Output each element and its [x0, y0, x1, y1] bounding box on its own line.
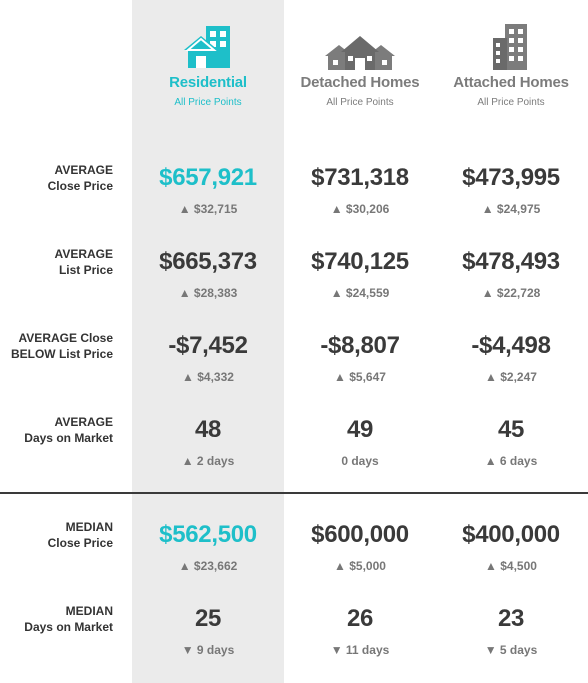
metric-value: -$4,498 — [471, 332, 551, 359]
metric-change: ▲ $5,647 — [334, 370, 386, 384]
metric-value: 25 — [194, 605, 222, 632]
cell-attached: $478,493 ▲ $22,728 — [435, 248, 587, 300]
metric-value: -$8,807 — [320, 332, 400, 359]
column-subtitle: All Price Points — [477, 97, 545, 108]
row-label-line: AVERAGE — [54, 415, 113, 429]
median-section-divider — [0, 492, 588, 494]
metric-change: ▲ $22,728 — [481, 286, 541, 300]
metric-change: ▼ 5 days — [484, 643, 538, 657]
metric-value: 48 — [194, 416, 222, 443]
metric-value: $600,000 — [311, 521, 409, 548]
column-header-detached: Detached Homes All Price Points — [284, 22, 436, 108]
cell-attached: 45 ▲ 6 days — [435, 416, 587, 468]
metric-change: ▲ 6 days — [484, 454, 538, 468]
row-label-line: Days on Market — [24, 620, 113, 634]
metric-change: ▲ $4,500 — [485, 559, 537, 573]
cell-attached: $473,995 ▲ $24,975 — [435, 164, 587, 216]
metric-change: ▲ $4,332 — [182, 370, 234, 384]
row-label-average-list-price: AVERAGE List Price — [0, 246, 113, 278]
metric-value: $562,500 — [159, 521, 257, 548]
row-label-line: Close Price — [47, 536, 113, 550]
residential-highlight-column — [132, 0, 284, 683]
cell-residential: $665,373 ▲ $28,383 — [132, 248, 284, 300]
cell-detached: 49 0 days — [284, 416, 436, 468]
metric-value: 23 — [497, 605, 525, 632]
metric-change: ▲ $23,662 — [178, 559, 238, 573]
row-label-median-days-on-market: MEDIAN Days on Market — [0, 603, 113, 635]
column-subtitle: All Price Points — [174, 97, 242, 108]
cell-attached: 23 ▼ 5 days — [435, 605, 587, 657]
metric-change: ▲ $24,559 — [330, 286, 390, 300]
residential-building-icon — [184, 26, 230, 68]
metric-value: $731,318 — [311, 164, 409, 191]
metric-change: ▼ 11 days — [330, 643, 390, 657]
metric-change: ▼ 9 days — [181, 643, 235, 657]
row-label-line: AVERAGE — [54, 247, 113, 261]
cell-residential: -$7,452 ▲ $4,332 — [132, 332, 284, 384]
metric-change: ▲ $5,000 — [334, 559, 386, 573]
column-title: Detached Homes — [300, 74, 420, 91]
metric-value: $657,921 — [159, 164, 257, 191]
metric-value: 45 — [497, 416, 525, 443]
cell-detached: 26 ▼ 11 days — [284, 605, 436, 657]
metric-value: 26 — [346, 605, 374, 632]
row-label-line: List Price — [58, 263, 113, 277]
cell-residential: 25 ▼ 9 days — [132, 605, 284, 657]
metric-value: -$7,452 — [168, 332, 248, 359]
column-title: Attached Homes — [453, 74, 569, 91]
row-label-average-close-price: AVERAGE Close Price — [0, 162, 113, 194]
row-label-line: Close Price — [47, 179, 113, 193]
column-subtitle: All Price Points — [326, 97, 394, 108]
metric-value: $740,125 — [311, 248, 409, 275]
houses-icon — [325, 36, 395, 70]
row-label-line: MEDIAN — [65, 604, 113, 618]
row-label-line: MEDIAN — [65, 520, 113, 534]
cell-attached: -$4,498 ▲ $2,247 — [435, 332, 587, 384]
metric-value: $665,373 — [159, 248, 257, 275]
row-label-average-days-on-market: AVERAGE Days on Market — [0, 414, 113, 446]
row-label-line: AVERAGE Close — [18, 331, 113, 345]
metric-value: $478,493 — [462, 248, 560, 275]
row-label-median-close-price: MEDIAN Close Price — [0, 519, 113, 551]
metric-value: $473,995 — [462, 164, 560, 191]
cell-detached: $600,000 ▲ $5,000 — [284, 521, 436, 573]
cell-detached: $731,318 ▲ $30,206 — [284, 164, 436, 216]
metric-change: ▲ $32,715 — [178, 202, 238, 216]
cell-residential: $657,921 ▲ $32,715 — [132, 164, 284, 216]
column-header-attached: Attached Homes All Price Points — [435, 22, 587, 108]
cell-residential: 48 ▲ 2 days — [132, 416, 284, 468]
apartment-building-icon — [493, 24, 527, 70]
metric-value: 49 — [346, 416, 374, 443]
row-label-line: AVERAGE — [54, 163, 113, 177]
metric-change: ▲ $24,975 — [481, 202, 541, 216]
metric-change: ▲ 2 days — [181, 454, 235, 468]
row-label-average-close-below-list: AVERAGE Close BELOW List Price — [0, 330, 113, 362]
column-title: Residential — [169, 74, 247, 91]
metric-value: $400,000 — [462, 521, 560, 548]
row-label-line: Days on Market — [24, 431, 113, 445]
cell-residential: $562,500 ▲ $23,662 — [132, 521, 284, 573]
metric-change: ▲ $28,383 — [178, 286, 238, 300]
metric-change: ▲ $30,206 — [330, 202, 390, 216]
cell-attached: $400,000 ▲ $4,500 — [435, 521, 587, 573]
metric-change: 0 days — [341, 454, 379, 468]
cell-detached: $740,125 ▲ $24,559 — [284, 248, 436, 300]
metric-change: ▲ $2,247 — [485, 370, 537, 384]
row-label-line: BELOW List Price — [10, 347, 113, 361]
column-header-residential: Residential All Price Points — [132, 22, 284, 108]
cell-detached: -$8,807 ▲ $5,647 — [284, 332, 436, 384]
